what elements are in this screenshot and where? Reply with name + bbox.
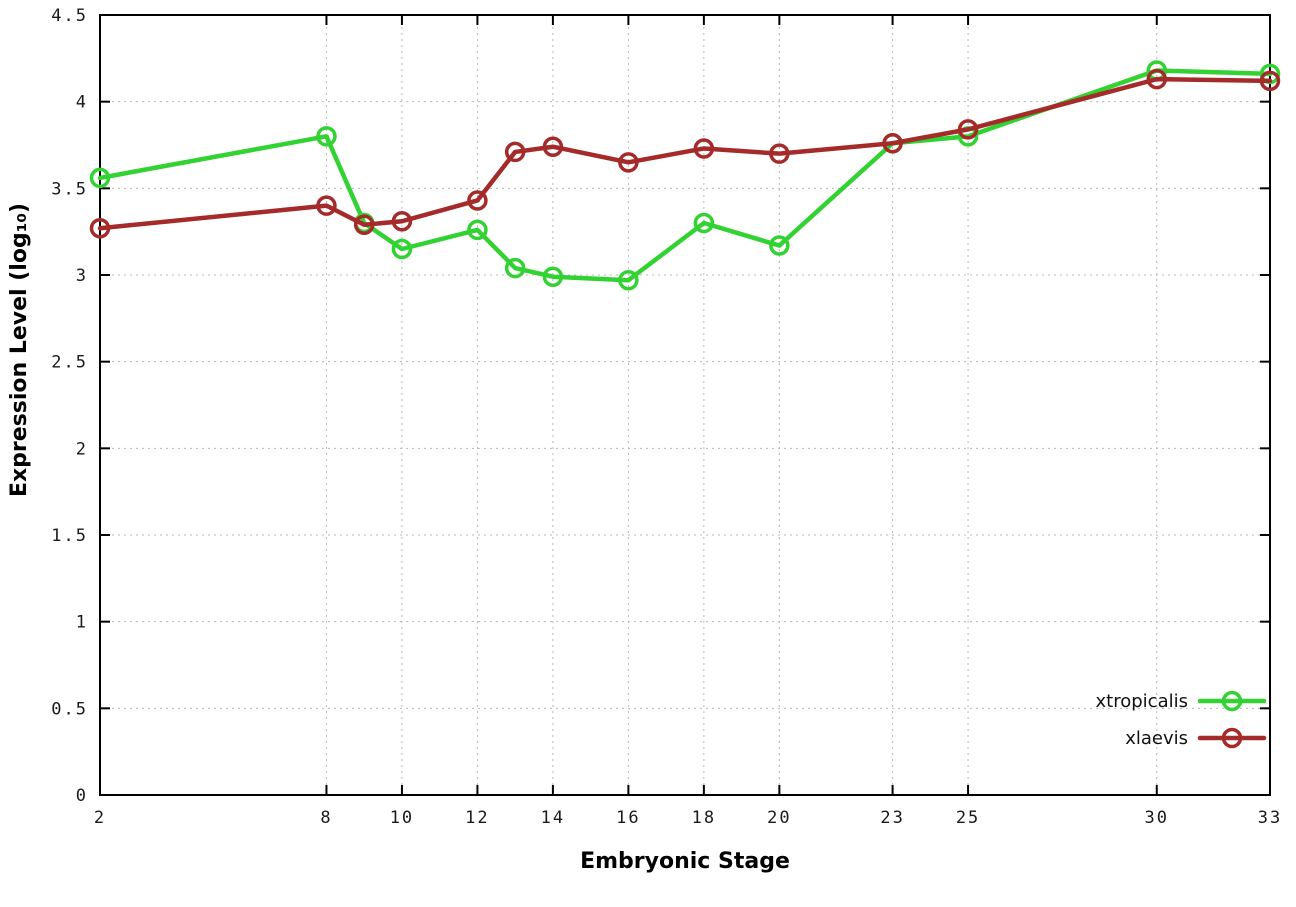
- axes-layer: 2 8 10 12 14 16 18 20 23 25 30 33 0 0.5 1 1.5 2 2.5 3 3.5 4 4…: [51, 6, 1282, 828]
- data-point-xlaevis: [316, 195, 337, 216]
- y-axis-label: Expression Level (log₁₀): [7, 203, 32, 497]
- y-tick-label: 3: [76, 266, 88, 286]
- x-tick-label: 30: [1145, 808, 1169, 828]
- legend-marker: [1221, 690, 1243, 712]
- data-point-xlaevis: [391, 211, 413, 232]
- data-point-xlaevis: [769, 143, 790, 164]
- x-axis-label: Embryonic Stage: [580, 849, 790, 874]
- legend-marker: [1221, 727, 1243, 749]
- legend-entry-xtropicalis: xtropicalis: [1096, 690, 1267, 712]
- y-tick-label: 3.5: [51, 179, 88, 199]
- x-tick-label: 10: [390, 808, 414, 828]
- data-point-xtropicalis: [89, 167, 111, 189]
- x-tick-label: 20: [767, 808, 791, 828]
- grid-layer: [99, 14, 1271, 796]
- data-point-xlaevis: [1146, 68, 1168, 90]
- data-point-xlaevis: [882, 133, 903, 154]
- data-point-xlaevis: [1259, 70, 1281, 92]
- plot-border: [99, 14, 1271, 796]
- y-tick-label: 0: [76, 786, 88, 806]
- series-layer: [89, 60, 1281, 291]
- data-point-xlaevis: [693, 138, 715, 159]
- x-tick-label: 18: [692, 808, 716, 828]
- data-point-xlaevis: [957, 119, 979, 140]
- data-point-xtropicalis: [542, 266, 564, 287]
- legend-label: xtropicalis: [1096, 691, 1188, 712]
- y-tick-label: 4.5: [51, 6, 88, 26]
- data-point-xlaevis: [618, 152, 639, 173]
- data-point-xlaevis: [542, 136, 564, 157]
- x-tick-label: 14: [541, 808, 565, 828]
- x-tick-label: 2: [94, 808, 106, 828]
- data-point-xlaevis: [504, 141, 526, 163]
- data-point-xtropicalis: [467, 219, 488, 241]
- x-tick-label: 12: [465, 808, 489, 828]
- data-point-xtropicalis: [618, 269, 639, 291]
- data-point-xlaevis: [89, 217, 111, 239]
- data-point-xtropicalis: [504, 257, 526, 279]
- x-tick-label: 33: [1258, 808, 1282, 828]
- y-tick-label: 1.5: [51, 526, 88, 546]
- series-line-xlaevis: [97, 76, 1273, 231]
- y-tick-label: 2: [76, 439, 88, 459]
- x-tick-label: 16: [616, 808, 640, 828]
- data-point-xlaevis: [353, 214, 375, 235]
- y-tick-label: 1: [76, 613, 88, 633]
- legend-label: xlaevis: [1125, 728, 1188, 749]
- data-point-xtropicalis: [693, 212, 715, 234]
- data-point-xlaevis: [467, 190, 488, 211]
- data-point-xtropicalis: [391, 238, 413, 260]
- data-point-xtropicalis: [316, 126, 337, 147]
- legend: xtropicalis xlaevis: [1096, 690, 1267, 749]
- y-tick-label: 4: [76, 93, 88, 113]
- data-point-xtropicalis: [769, 235, 790, 256]
- y-tick-label: 0.5: [51, 699, 88, 719]
- x-tick-label: 25: [956, 808, 980, 828]
- x-tick-label: 8: [320, 808, 332, 828]
- y-tick-label: 2.5: [51, 353, 88, 373]
- x-tick-label: 23: [880, 808, 904, 828]
- legend-entry-xlaevis: xlaevis: [1125, 727, 1267, 749]
